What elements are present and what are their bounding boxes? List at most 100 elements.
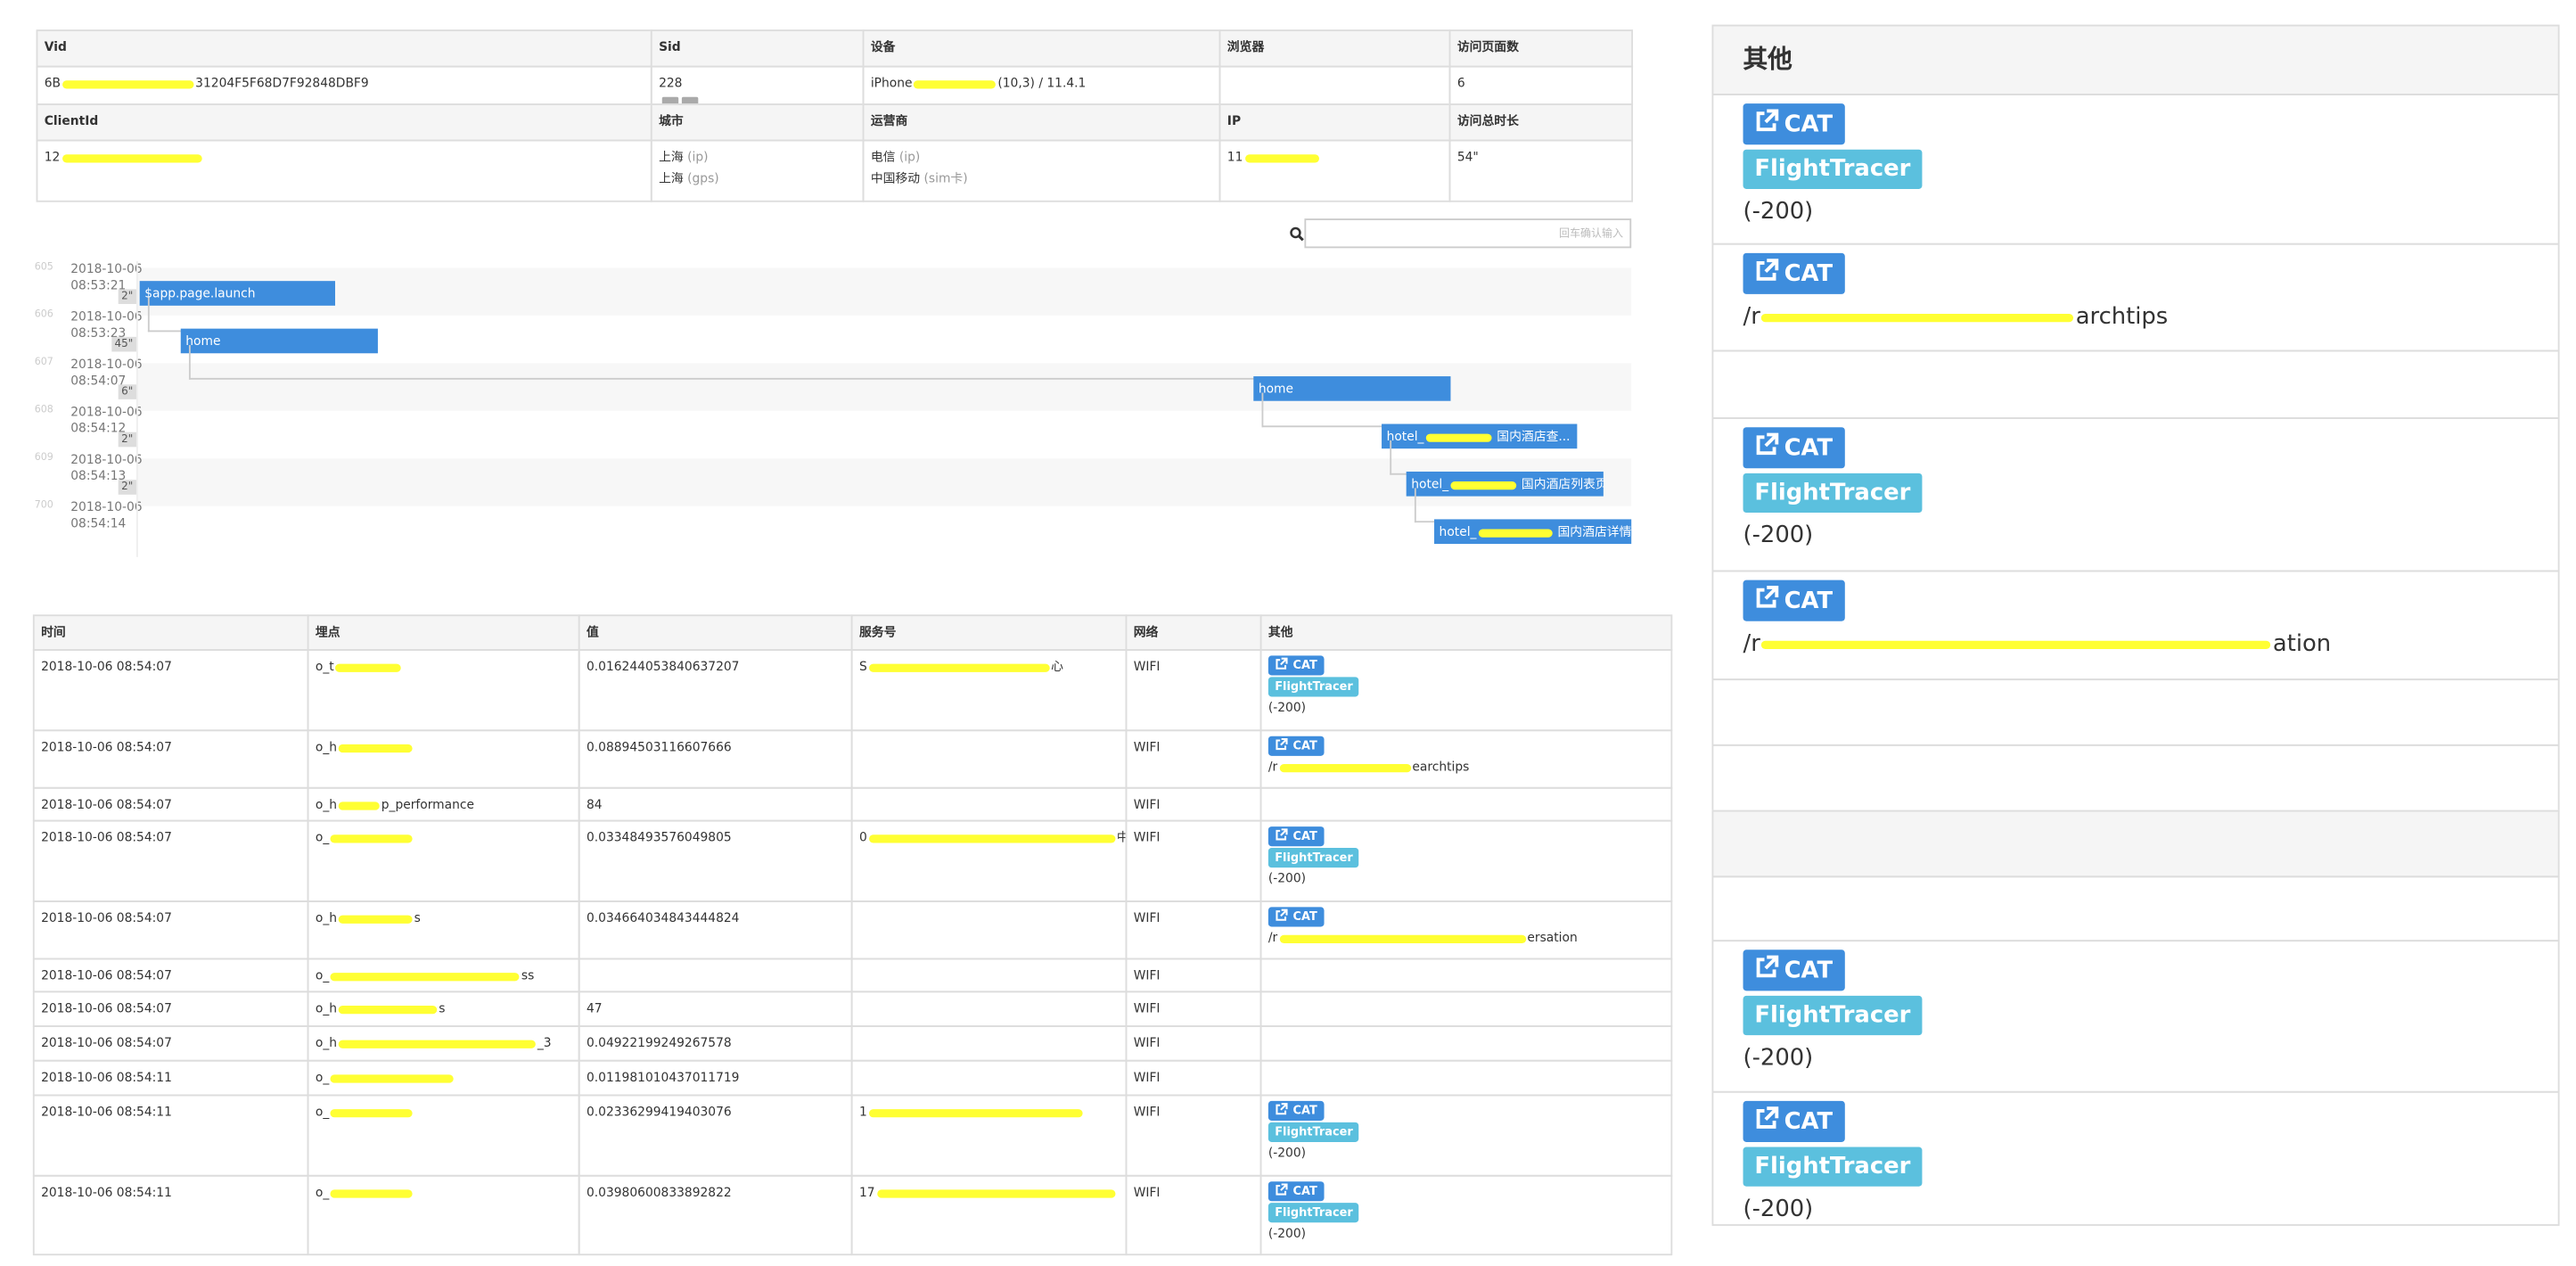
flighttracer-button[interactable]: FlightTracer (1267, 677, 1360, 697)
cell-text: 84 (586, 796, 603, 812)
cell-text: 0中心 (859, 830, 1126, 845)
page-bar[interactable]: home (180, 328, 378, 354)
table-cell: 0.011981010437011719 (578, 1059, 853, 1097)
flighttracer-button[interactable]: FlightTracer (1743, 995, 1923, 1036)
table-cell (1259, 1059, 1673, 1097)
cat-button[interactable]: CAT (1267, 907, 1325, 927)
table-cell (1259, 1025, 1673, 1062)
header-text: IP (1226, 113, 1242, 128)
table-cell: CAT FlightTracer (-200) (1259, 1174, 1673, 1256)
sid-badge (661, 95, 679, 104)
cat-button[interactable]: CAT (1743, 950, 1845, 991)
redaction (868, 1108, 1083, 1117)
table-cell: WIFI (1125, 1174, 1262, 1256)
result-text: (-200) (1267, 870, 1307, 886)
page-bar[interactable]: hotel_ 国内酒店列表页 ... (1406, 471, 1604, 497)
redaction (1244, 153, 1319, 162)
flighttracer-button[interactable]: FlightTracer (1743, 473, 1923, 514)
zoom-cell (1711, 810, 2560, 878)
timeline-id: 606 (34, 308, 53, 321)
duration-badge: 6" (118, 384, 136, 399)
timeline-id: 609 (34, 451, 53, 464)
header-text: 运营商 (870, 113, 908, 128)
redaction (338, 1039, 537, 1048)
cell-text: o_ (316, 1070, 455, 1084)
timeline-date: 2018-10-06 (70, 404, 143, 419)
redaction (331, 1073, 455, 1082)
zoom-cell: CAT FlightTracer (-200) (1711, 417, 2560, 572)
table-cell: CAT/r ersation (1259, 900, 1673, 960)
header-cell: IP (1218, 103, 1451, 142)
table-cell: WIFI (1125, 1059, 1262, 1097)
cat-button[interactable]: CAT (1267, 655, 1325, 676)
timeline-id: 607 (34, 356, 53, 368)
header-cell: ClientId (36, 103, 652, 142)
header-cell: 设备 (862, 29, 1221, 68)
search-input[interactable]: 回车确认输入 (1304, 218, 1632, 249)
table-cell (850, 1059, 1128, 1097)
cell-text: 47 (586, 1000, 603, 1016)
table-cell (1259, 786, 1673, 822)
table-cell: 0中心 (850, 819, 1128, 902)
value-cell (1218, 65, 1451, 105)
button-line: CAT (1743, 103, 2529, 145)
redaction (1279, 763, 1411, 772)
flighttracer-button[interactable]: FlightTracer (1267, 848, 1360, 868)
page-bar[interactable]: hotel_ 国内酒店详情... (1434, 519, 1632, 545)
value-text: 上海 (ip) (659, 149, 709, 165)
table-cell: 2018-10-06 08:54:11 (32, 1059, 309, 1097)
page-bar[interactable]: hotel_ 国内酒店查... (1382, 423, 1578, 449)
cat-button[interactable]: CAT (1743, 103, 1845, 145)
header-cell: 运营商 (862, 103, 1221, 142)
table-cell: WIFI (1125, 1025, 1262, 1062)
timeline-axis (135, 261, 138, 557)
cell-text: 2018-10-06 08:54:07 (41, 1000, 172, 1016)
duration-badge: 2" (118, 289, 136, 304)
table-cell (1259, 958, 1673, 993)
page-bar[interactable]: home (1253, 376, 1451, 401)
cell-text: 2018-10-06 08:54:07 (41, 659, 172, 674)
page-bar[interactable]: $app.page.launch (139, 281, 335, 306)
cat-button[interactable]: CAT (1267, 826, 1325, 847)
result-text: (-200) (1743, 1196, 1814, 1223)
value-note: (ip) (895, 149, 921, 165)
cat-button[interactable]: CAT (1267, 736, 1325, 756)
header-cell: 城市 (650, 103, 865, 142)
button-line: CAT (1743, 427, 2529, 469)
value-cell: 54" (1448, 139, 1634, 202)
external-link-icon (1756, 585, 1779, 608)
redaction (1761, 639, 2272, 649)
button-line: CAT (1267, 655, 1664, 676)
cell-text: WIFI (1133, 739, 1161, 754)
timeline-time: 08:54:14 (70, 515, 127, 531)
cat-button[interactable]: CAT (1267, 1100, 1325, 1121)
cell-text: 0.011981010437011719 (586, 1069, 740, 1085)
cat-button[interactable]: CAT (1743, 427, 1845, 469)
cell-text: 2018-10-06 08:54:11 (41, 1184, 172, 1200)
header-text: 时间 (41, 624, 66, 639)
table-cell: 2018-10-06 08:54:07 (32, 958, 309, 993)
timeline-connector (1261, 392, 1383, 428)
cat-button[interactable]: CAT (1267, 1181, 1325, 1202)
value-cell: iPhone (10,3) / 11.4.1 (862, 65, 1221, 105)
cat-button[interactable]: CAT (1743, 252, 1845, 294)
flighttracer-button[interactable]: FlightTracer (1743, 1147, 1923, 1187)
table-cell: 2018-10-06 08:54:07 (32, 729, 309, 789)
table-header: 服务号 (850, 614, 1128, 651)
cell-text: o_h (316, 739, 414, 754)
cat-button[interactable]: CAT (1743, 580, 1845, 621)
flighttracer-button[interactable]: FlightTracer (1267, 1122, 1360, 1142)
flighttracer-button[interactable]: FlightTracer (1267, 1203, 1360, 1223)
cell-text: o_h p_performance (315, 796, 474, 812)
button-line: CAT (1743, 580, 2529, 621)
timeline-connector (1414, 488, 1436, 523)
cell-text: 2018-10-06 08:54:07 (41, 910, 172, 925)
cat-button[interactable]: CAT (1743, 1100, 1845, 1142)
timeline-connector (147, 297, 183, 333)
button-line: FlightTracer (1743, 149, 2529, 189)
timeline-row-bg (135, 267, 1632, 316)
zoom-cell (1711, 678, 2560, 746)
redaction (338, 914, 413, 923)
redaction (338, 744, 413, 752)
flighttracer-button[interactable]: FlightTracer (1743, 149, 1923, 189)
